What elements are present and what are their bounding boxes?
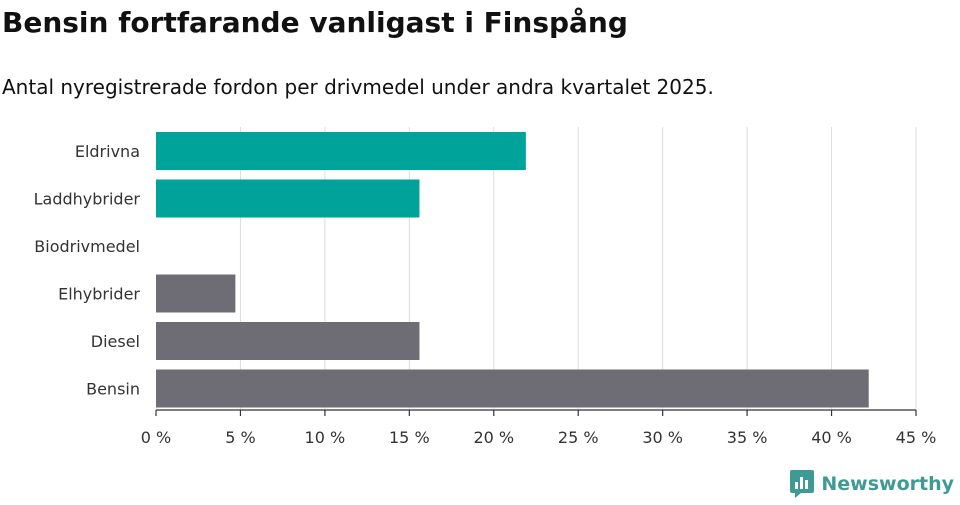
x-tick-label: 30 %	[642, 428, 683, 447]
x-tick-label: 15 %	[389, 428, 430, 447]
bar-bensin	[156, 369, 869, 408]
bar-diesel	[156, 322, 420, 360]
chart-subtitle: Antal nyregistrerade fordon per drivmede…	[2, 75, 714, 99]
category-label: Diesel	[91, 332, 140, 351]
newsworthy-logo: Newsworthy	[789, 469, 954, 499]
bar-elhybrider	[156, 274, 236, 313]
x-tick-label: 45 %	[896, 428, 937, 447]
bar-laddhybrider	[156, 179, 420, 218]
category-label: Eldrivna	[75, 142, 140, 161]
x-tick-label: 40 %	[811, 428, 852, 447]
x-tick-label: 5 %	[225, 428, 255, 447]
category-labels: Eldrivna Laddhybrider Biodrivmedel Elhybrid…	[34, 142, 141, 399]
x-tick-label: 10 %	[305, 428, 346, 447]
category-label: Biodrivmedel	[34, 237, 140, 256]
bars	[156, 132, 869, 408]
grid-lines	[239, 127, 917, 410]
category-label: Laddhybrider	[34, 190, 141, 209]
x-axis: 0 % 5 % 10 % 15 % 20 % 25 % 30 % 35 % 40 % 45 %	[141, 409, 937, 447]
bar-eldrivna	[156, 132, 526, 170]
logo-text: Newsworthy	[821, 473, 954, 495]
x-tick-label: 0 %	[141, 428, 171, 447]
category-label: Elhybrider	[58, 285, 140, 304]
category-label: Bensin	[86, 380, 140, 399]
x-tick-label: 35 %	[727, 428, 768, 447]
chart-title: Bensin fortfarande vanligast i Finspång	[2, 6, 628, 39]
x-tick-label: 25 %	[558, 428, 599, 447]
x-tick-label: 20 %	[473, 428, 514, 447]
newsworthy-logo-icon	[790, 470, 815, 498]
